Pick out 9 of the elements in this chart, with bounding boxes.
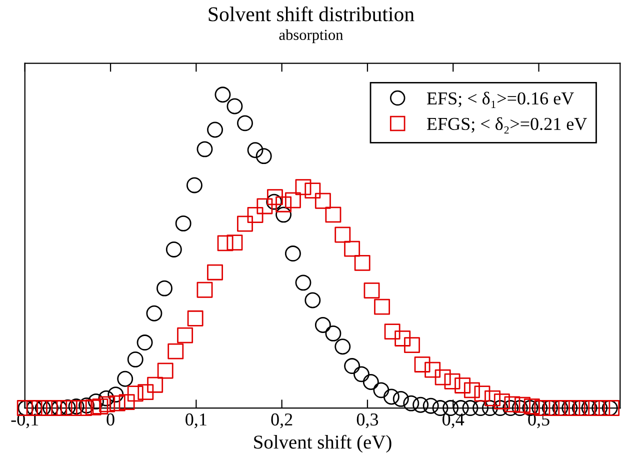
x-tick-label: 0,1 bbox=[186, 413, 206, 428]
x-tick-label: 0,3 bbox=[356, 413, 378, 428]
x-axis-title: Solvent shift (eV) bbox=[254, 434, 392, 453]
legend-label: EFGS; < δ₂>=0.21 eV bbox=[427, 117, 587, 134]
chart-title: Solvent shift distribution bbox=[208, 6, 414, 22]
x-tick-label: 0,2 bbox=[271, 413, 292, 428]
x-tick-label: 0 bbox=[106, 413, 114, 426]
chart-subtitle: absorption bbox=[279, 29, 344, 44]
legend-label: EFS; < δ₁>=0.16 eV bbox=[427, 92, 574, 108]
